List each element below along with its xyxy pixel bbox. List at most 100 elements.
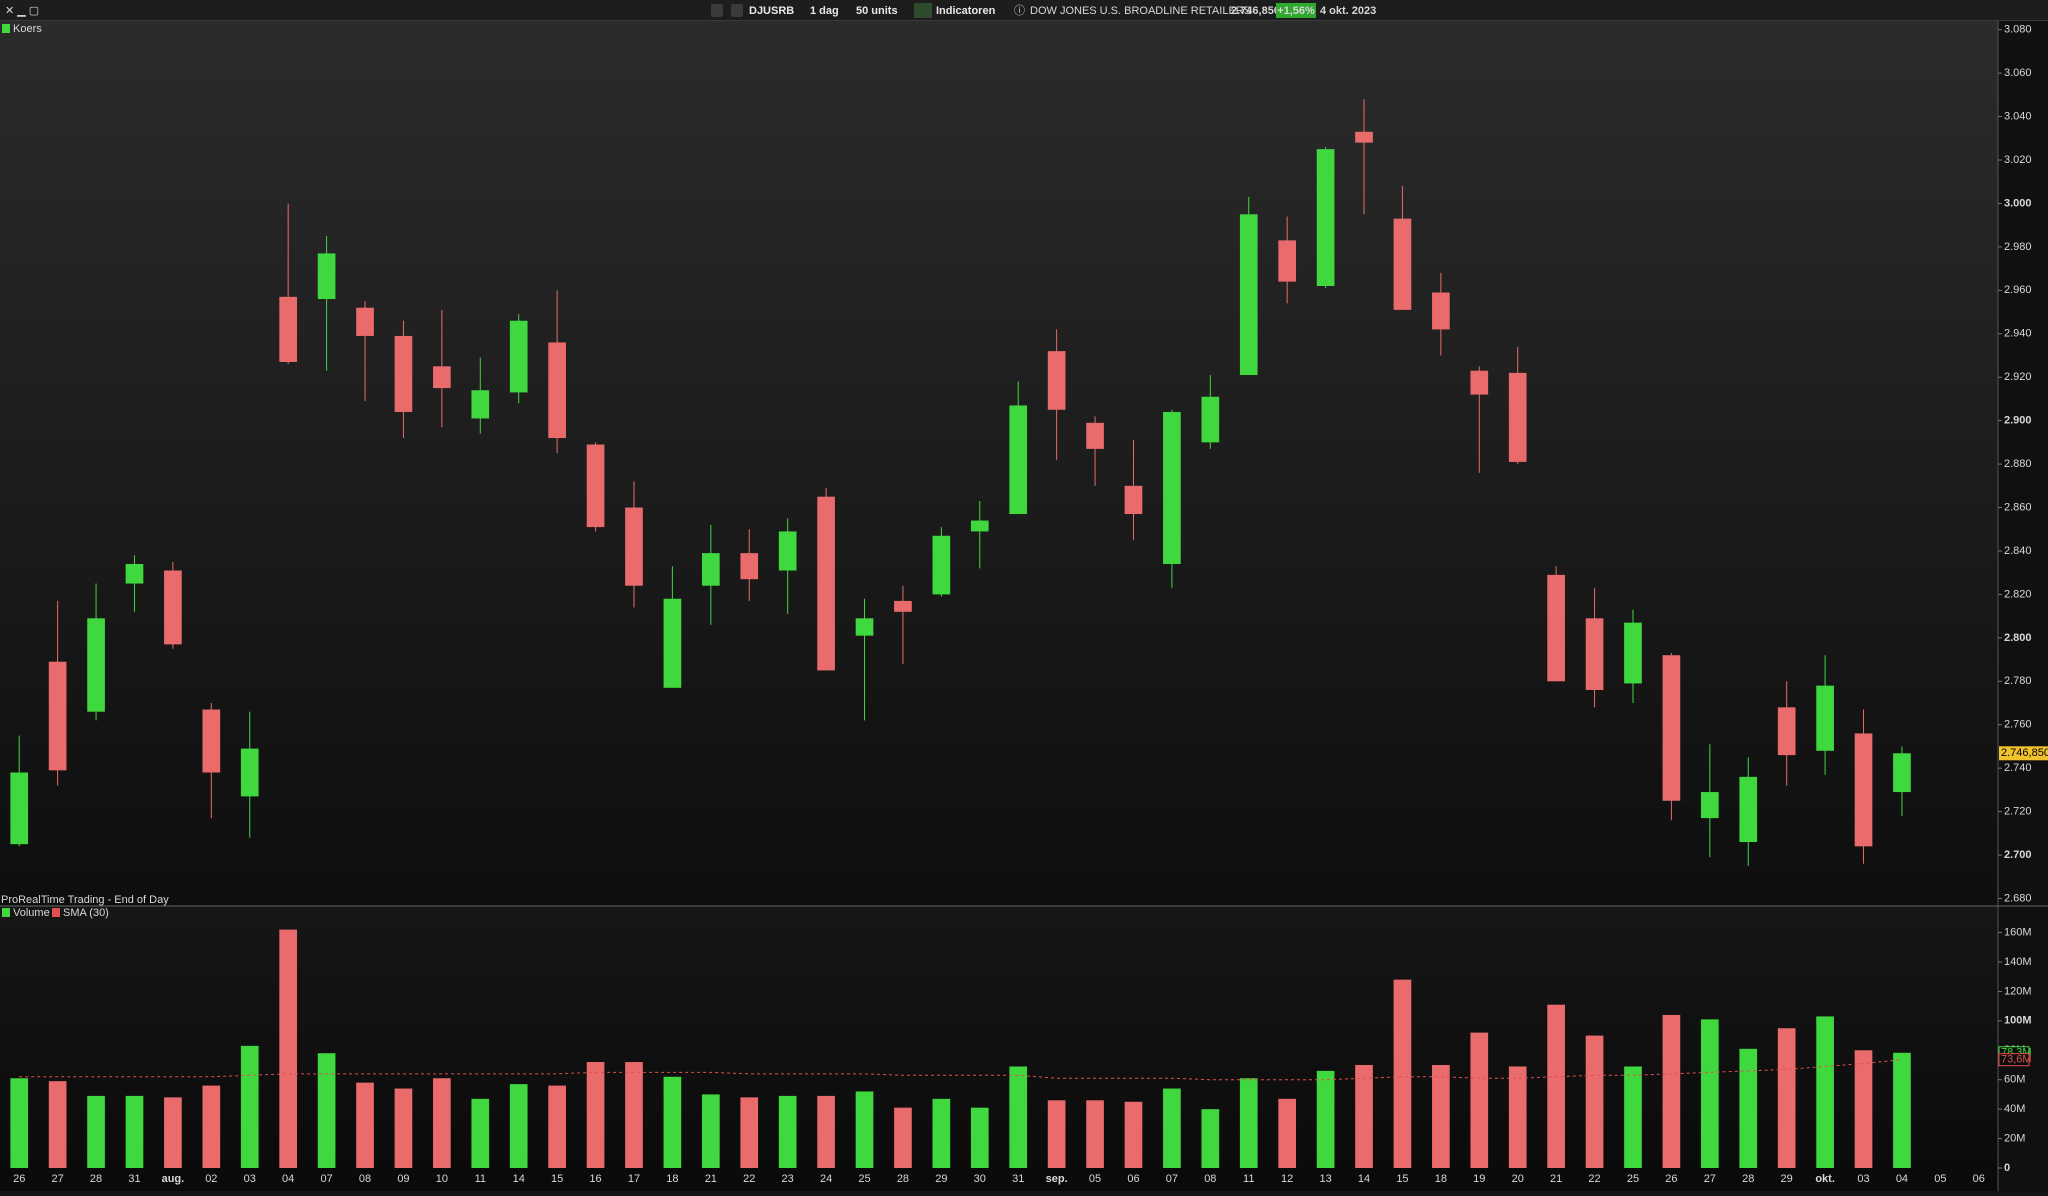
x-tick-label: 18 — [1435, 1173, 1447, 1185]
candle-body — [1278, 240, 1297, 282]
volume-panel — [0, 907, 1998, 1191]
candle-body — [125, 563, 144, 584]
volume-bar — [1393, 979, 1412, 1168]
volume-bar — [1777, 1028, 1796, 1168]
icon-button[interactable] — [731, 4, 743, 17]
candle-body — [663, 598, 682, 688]
close-button[interactable]: ✕ ▁ ▢ — [5, 5, 39, 17]
volume-bar — [1470, 1032, 1489, 1168]
y-tick-label: 3.020 — [2004, 154, 2032, 166]
candle-body — [701, 553, 720, 586]
y-tick-label: 2.700 — [2004, 849, 2032, 861]
x-tick-label: 28 — [1742, 1173, 1754, 1185]
x-tick-label: 26 — [13, 1173, 25, 1185]
units-select[interactable]: 50 units — [856, 5, 898, 17]
y-tick-label: 2.760 — [2004, 719, 2032, 731]
x-tick-label: 25 — [858, 1173, 870, 1185]
x-tick-label: 22 — [743, 1173, 755, 1185]
x-tick-label: 16 — [589, 1173, 601, 1185]
candle-body — [1700, 792, 1719, 819]
icon-button[interactable] — [711, 4, 723, 17]
y-tick-label: 3.080 — [2004, 24, 2032, 36]
y-tick-label: 2.940 — [2004, 328, 2032, 340]
candle-body — [1470, 370, 1489, 395]
candle-body — [1124, 485, 1143, 515]
x-tick-label: 15 — [551, 1173, 563, 1185]
volume-bar — [625, 1062, 643, 1168]
x-tick-label: 15 — [1396, 1173, 1408, 1185]
x-tick-label: 12 — [1281, 1173, 1293, 1185]
x-tick-label: 04 — [1896, 1173, 1908, 1185]
x-tick-label: 05 — [1089, 1173, 1101, 1185]
legend-swatch — [2, 908, 10, 917]
header-date: 4 okt. 2023 — [1320, 5, 1376, 17]
y-tick-label: 2.860 — [2004, 501, 2032, 513]
x-tick-label: 14 — [1358, 1173, 1370, 1185]
candle-body — [433, 366, 451, 389]
candle-body — [1854, 733, 1873, 847]
axis-value-marker — [1998, 1053, 2030, 1067]
volume-bar — [240, 1045, 259, 1168]
info-icon[interactable]: ⓘ — [1014, 4, 1025, 17]
volume-legend[interactable]: Volume — [13, 907, 50, 919]
volume-bar — [548, 1085, 566, 1168]
candle-body — [279, 296, 298, 363]
volume-bar — [932, 1098, 951, 1168]
candle-body — [1393, 218, 1412, 310]
candle-body — [48, 661, 67, 771]
candle-body — [1432, 292, 1450, 330]
candle-body — [932, 535, 951, 595]
x-tick-label: 31 — [128, 1173, 140, 1185]
candle-body — [1086, 422, 1104, 449]
candle-body — [1662, 655, 1681, 801]
x-tick-label: 27 — [1704, 1173, 1716, 1185]
symbol-select[interactable]: DJUSRB — [749, 5, 794, 17]
volume-bar — [1047, 1100, 1066, 1168]
x-tick-label: aug. — [162, 1173, 185, 1185]
volume-bar — [1201, 1109, 1220, 1168]
candle-body — [855, 618, 874, 636]
volume-bar — [1163, 1088, 1181, 1168]
toolbar — [0, 0, 2048, 21]
volume-bar — [1662, 1014, 1681, 1168]
y-tick-label: 2.960 — [2004, 284, 2032, 296]
x-tick-label: 11 — [1243, 1173, 1254, 1185]
candle-body — [1739, 776, 1758, 843]
y-tick-label: 3.040 — [2004, 110, 2032, 122]
y-tick-label: 2.740 — [2004, 762, 2032, 774]
x-tick-label: 07 — [1166, 1173, 1178, 1185]
period-select[interactable]: 1 dag — [810, 5, 839, 17]
x-tick-label: 10 — [436, 1173, 448, 1185]
y-tick-label: 2.840 — [2004, 545, 2032, 557]
volume-bar — [1124, 1101, 1143, 1168]
candle-body — [778, 531, 797, 571]
indicators-menu[interactable]: Indicatoren — [936, 5, 996, 17]
y-tick-label: 3.060 — [2004, 67, 2032, 79]
candle-body — [1624, 622, 1642, 684]
x-tick-label: 27 — [52, 1173, 64, 1185]
candle-body — [1355, 131, 1373, 143]
price-legend[interactable]: Koers — [13, 23, 42, 35]
candle-body — [1893, 753, 1911, 793]
x-tick-label: 17 — [628, 1173, 640, 1185]
candle-body — [586, 444, 605, 528]
x-tick-label: 23 — [782, 1173, 794, 1185]
x-tick-label: 03 — [1857, 1173, 1869, 1185]
x-tick-label: 20 — [1512, 1173, 1524, 1185]
volume-bar — [202, 1085, 221, 1168]
x-tick-label: 21 — [705, 1173, 717, 1185]
x-tick-label: 22 — [1588, 1173, 1600, 1185]
volume-bar — [970, 1107, 989, 1168]
volume-bar — [1432, 1064, 1450, 1168]
volume-bar — [471, 1098, 490, 1168]
volume-bar — [433, 1078, 451, 1168]
x-tick-label: 08 — [1204, 1173, 1216, 1185]
indicator-icon[interactable] — [914, 3, 932, 18]
candle-body — [740, 553, 759, 580]
sma-legend[interactable]: SMA (30) — [63, 907, 109, 919]
x-tick-label: 28 — [90, 1173, 102, 1185]
candle-body — [394, 335, 413, 412]
volume-bar — [1278, 1098, 1297, 1168]
x-tick-label: 28 — [897, 1173, 909, 1185]
candle-body — [548, 342, 566, 439]
